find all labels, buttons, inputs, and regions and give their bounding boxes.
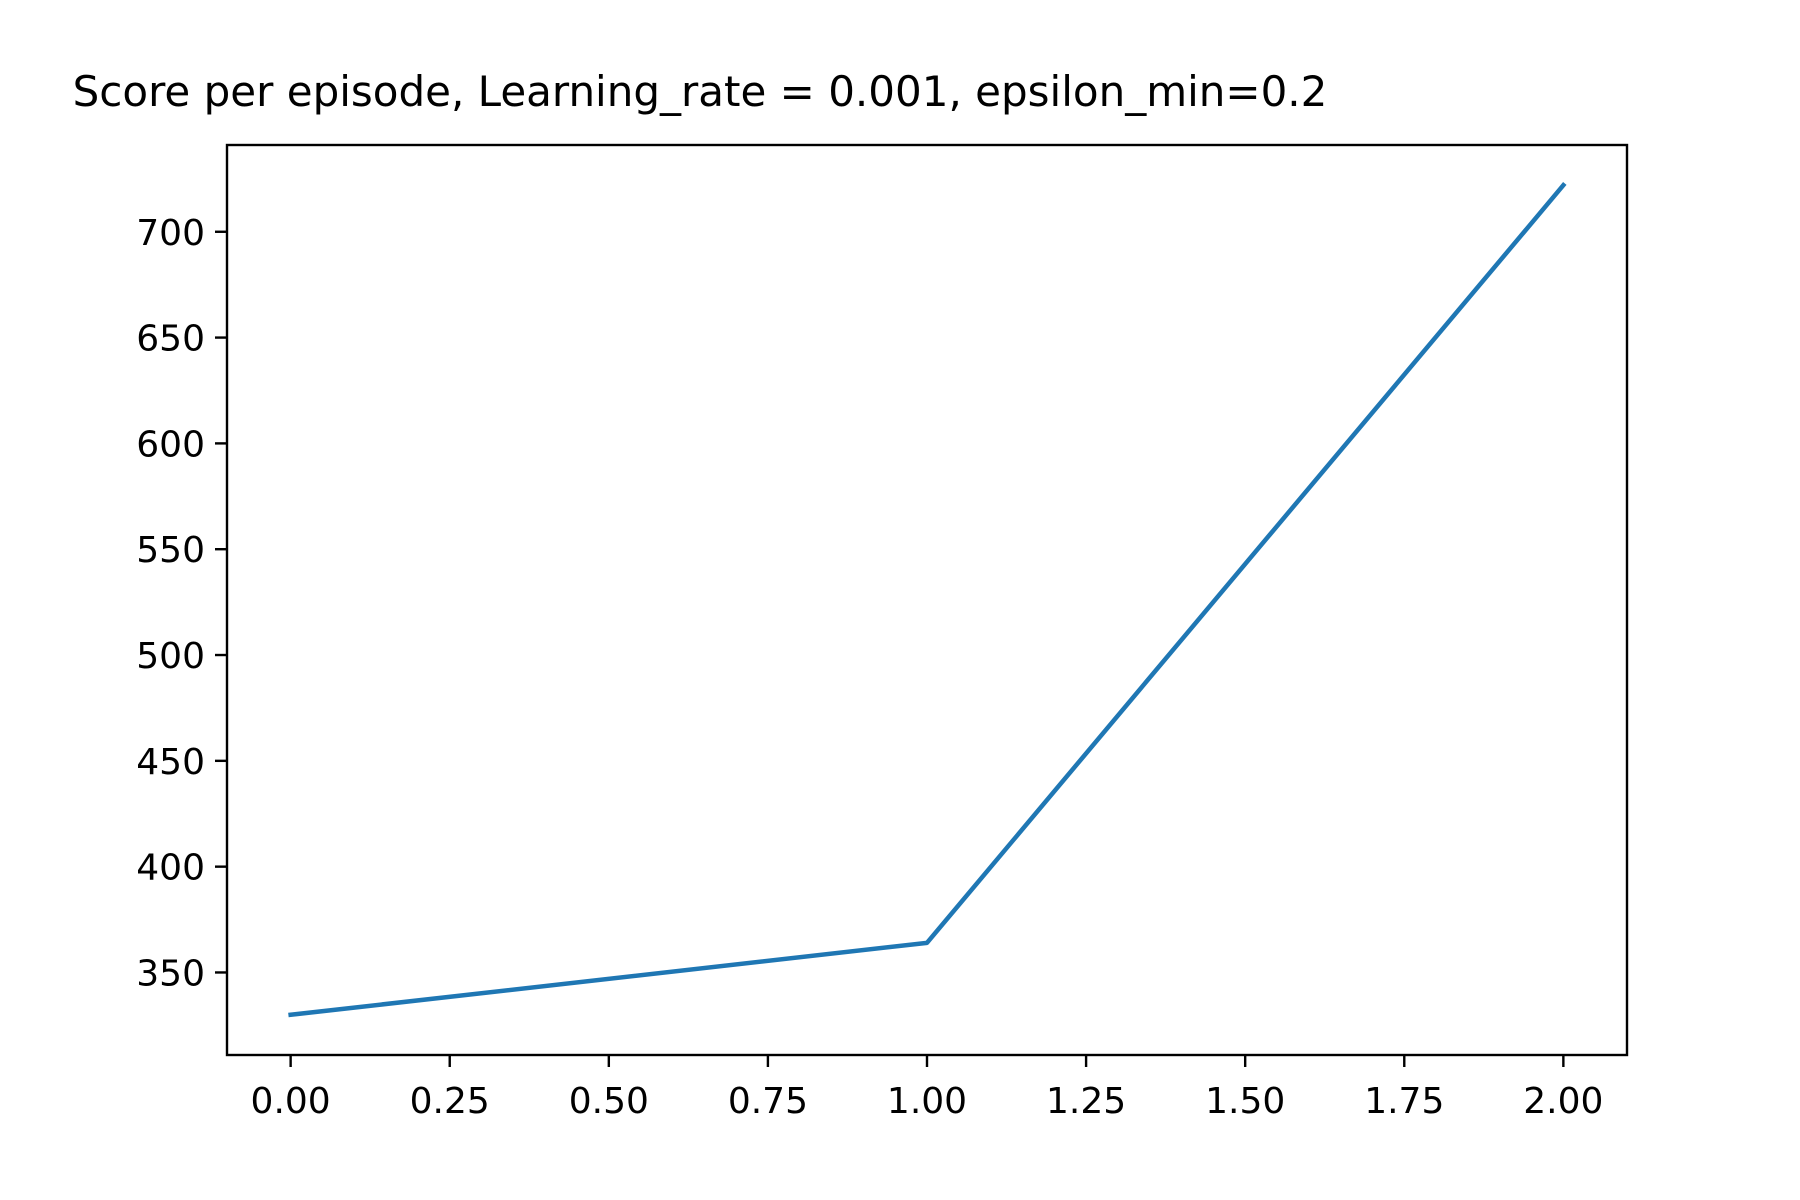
x-tick-label: 1.00: [887, 1081, 967, 1122]
y-tick-label: 400: [136, 848, 205, 889]
chart-title: Score per episode, Learning_rate = 0.001…: [73, 67, 1328, 116]
x-tick-label: 0.75: [728, 1081, 808, 1122]
y-axis: 350 400 450 500 550 600 650 700: [136, 213, 227, 994]
x-axis: 0.00 0.25 0.50 0.75 1.00 1.25 1.50 1.75 2.00: [251, 1055, 1603, 1122]
y-tick-label: 500: [136, 636, 205, 677]
y-tick-label: 350: [136, 953, 205, 994]
y-tick-label: 450: [136, 742, 205, 783]
x-tick-label: 1.25: [1046, 1081, 1126, 1122]
x-tick-label: 0.00: [251, 1081, 331, 1122]
y-tick-label: 700: [136, 213, 205, 254]
plot-area: [288, 182, 1567, 1018]
x-tick-label: 0.25: [410, 1081, 490, 1122]
series-line-0: [288, 182, 1567, 1018]
x-tick-label: 0.50: [569, 1081, 649, 1122]
axes-frame: [225, 143, 1629, 1057]
x-tick-label: 1.75: [1364, 1081, 1444, 1122]
x-tick-label: 1.50: [1205, 1081, 1285, 1122]
y-tick-label: 600: [136, 424, 205, 465]
x-tick-label: 2.00: [1523, 1081, 1603, 1122]
y-tick-label: 650: [136, 319, 205, 360]
y-tick-label: 550: [136, 530, 205, 571]
